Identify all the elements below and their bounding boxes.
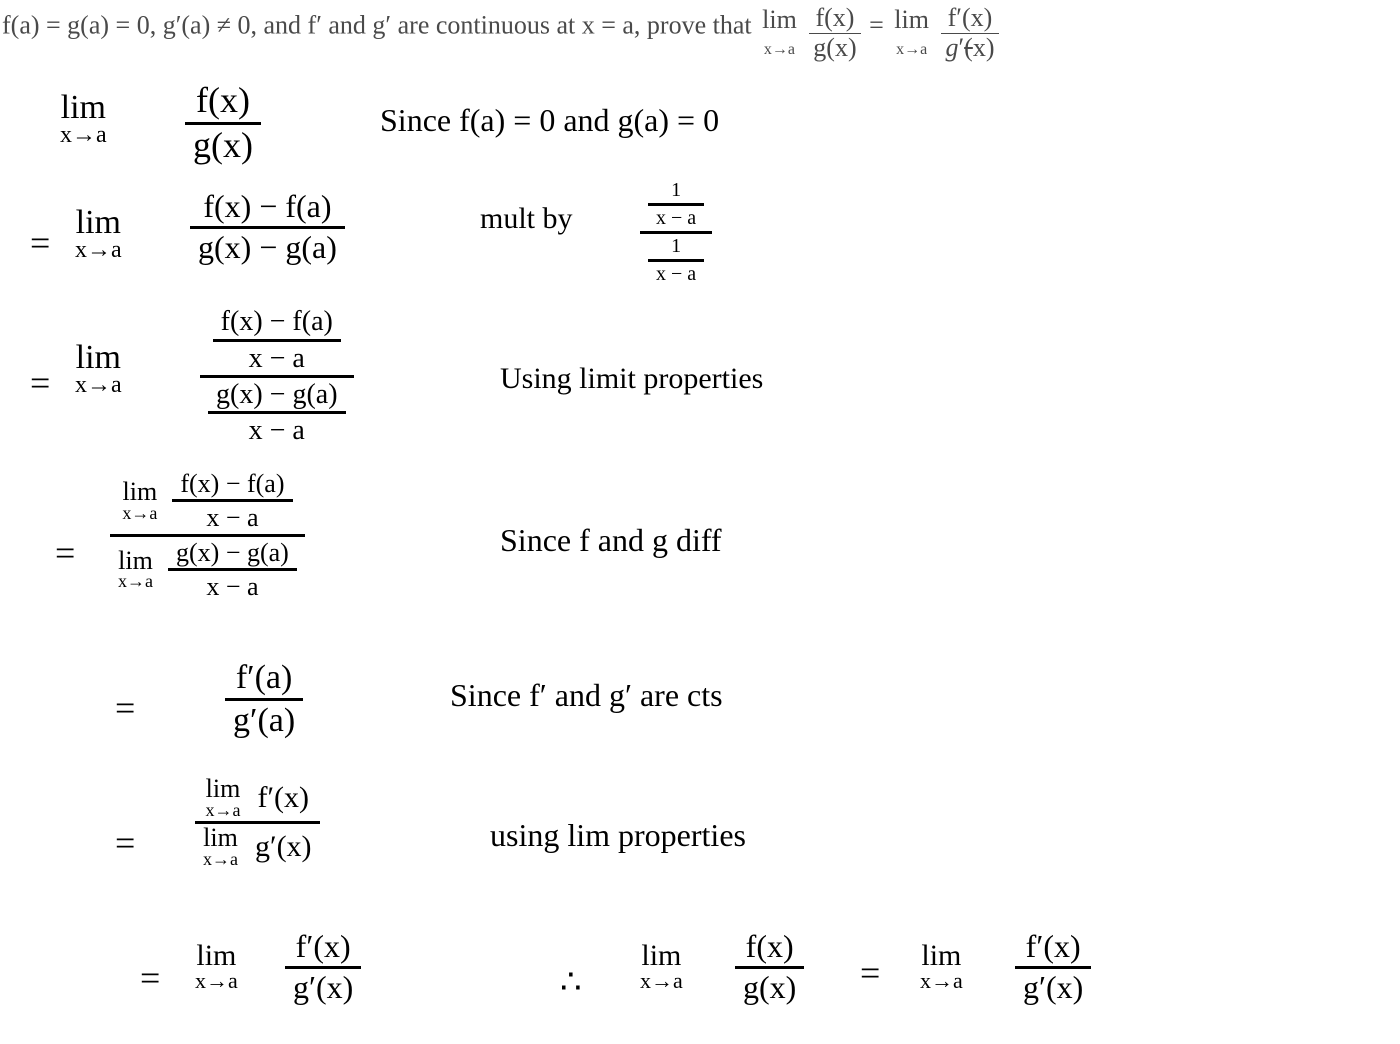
conclusion-lim2: limx→a [920,942,963,993]
l2-note: mult by [480,202,573,236]
l3-eq: = [30,362,50,404]
l5-note: Since f′ and g′ are cts [450,677,723,714]
conclusion-eq: = [860,952,880,994]
l5-eq: = [115,687,135,729]
l3-bigfrac: f(x) − f(a)x − a g(x) − g(a)x − a [200,307,354,446]
l4-note: Since f and g diff [500,522,722,559]
l2-eq: = [30,222,50,264]
problem-lim-2: lim x→a [894,7,929,59]
conclusion-frac2: f′(x)g′(x) [1015,930,1091,1004]
l4-eq: = [55,532,75,574]
problem-frac-1: f(x) g(x) [809,4,860,62]
l6-bigfrac: limx→a f′(x) limx→a g′(x) [195,777,320,868]
handwritten-proof: limx→a f(x)g(x) Since f(a) = 0 and g(a) … [0,62,1400,1044]
l3-note: Using limit properties [500,362,763,396]
l4-bigfrac: limx→a f(x) − f(a)x − a limx→a g(x) − g(… [110,470,305,600]
problem-equals: = [869,11,890,40]
problem-statement: f(a) = g(a) = 0, g′(a) ≠ 0, and f′ and g… [0,0,1400,62]
problem-strike-paren: ( [964,33,973,62]
l1-frac: f(x)g(x) [185,82,261,165]
problem-text: f(a) = g(a) = 0, g′(a) ≠ 0, and f′ and g… [2,11,758,40]
l6-eq: = [115,822,135,864]
l1-note: Since f(a) = 0 and g(a) = 0 [380,102,719,139]
problem-strike: g [945,33,958,62]
l7-eq: = [140,957,160,999]
l2-mult-frac: 1x − a 1x − a [640,180,712,285]
l5-frac: f′(a)g′(a) [225,660,303,738]
conclusion-lim1: limx→a [640,942,683,993]
l2-frac: f(x) − f(a)g(x) − g(a) [190,190,345,264]
l3-lim: limx→a [75,342,122,397]
l6-note: using lim properties [490,817,746,854]
l1-lim: limx→a [60,92,107,147]
problem-frac-2: f′(x) g′(x) [941,4,998,62]
conclusion-frac1: f(x)g(x) [735,930,804,1004]
l7-frac: f′(x)g′(x) [285,930,361,1004]
l7-lim: limx→a [195,942,238,993]
conclusion-therefore: ∴ [560,962,582,1002]
l2-lim: limx→a [75,207,122,262]
problem-lim-1: lim x→a [762,7,797,59]
